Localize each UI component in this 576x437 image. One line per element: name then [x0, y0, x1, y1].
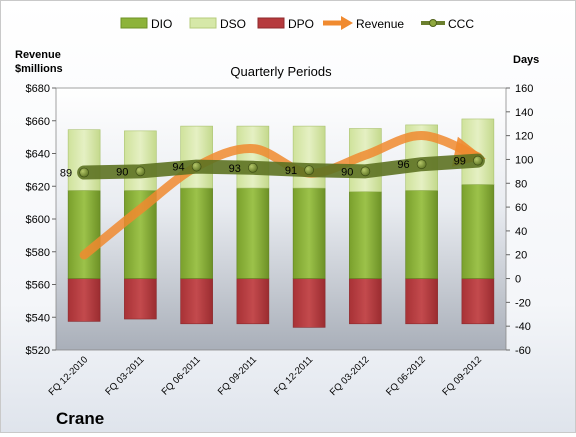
- dio-bar: [67, 190, 101, 279]
- left-tick-label: $580: [26, 247, 50, 259]
- dpo-bar: [67, 278, 101, 322]
- x-tick-label: FQ 09-2012: [440, 354, 484, 398]
- x-tick-label: FQ 12-2011: [272, 354, 315, 397]
- ccc-data-label: 94: [172, 162, 184, 174]
- right-axis: -60 -40 -20 0 20 40 60 80 100 120 140 160: [506, 83, 533, 357]
- x-tick-label: FQ 12-2010: [47, 354, 91, 398]
- left-tick-label: $680: [26, 83, 50, 95]
- right-tick-label: 80: [515, 178, 527, 190]
- x-tick-label: FQ 06-2011: [160, 354, 203, 397]
- dso-bar: [292, 125, 326, 189]
- ccc-point: [304, 165, 314, 176]
- x-tick-label: FQ 06-2012: [384, 354, 428, 398]
- chart-title: Quarterly Periods: [230, 64, 332, 79]
- legend-ccc-line-icon: [421, 19, 445, 27]
- ccc-data-label: 90: [341, 166, 353, 178]
- dso-bar: [67, 129, 101, 191]
- x-axis-labels: FQ 12-2010 FQ 03-2011 FQ 06-2011 FQ 09-2011…: [47, 354, 484, 398]
- legend-label-revenue: Revenue: [356, 17, 404, 31]
- right-tick-label: 140: [515, 107, 533, 119]
- ccc-point: [248, 162, 258, 173]
- left-axis: $520 $540 $560 $580 $600 $620 $640 $660 $680: [26, 83, 56, 357]
- left-axis-title-line1: Revenue: [15, 49, 61, 61]
- ccc-line: [77, 153, 485, 180]
- dpo-bar: [292, 278, 326, 328]
- left-tick-label: $640: [26, 149, 50, 161]
- ccc-data-label: 99: [454, 156, 466, 168]
- right-tick-label: 160: [515, 83, 533, 95]
- dso-bar: [236, 125, 270, 189]
- right-axis-title: Days: [513, 54, 539, 66]
- left-axis-title-line2: $millions: [15, 63, 63, 75]
- ccc-data-label: 89: [60, 168, 72, 180]
- x-tick-label: FQ 03-2012: [328, 354, 372, 398]
- right-tick-label: 120: [515, 131, 533, 143]
- right-tick-label: 40: [515, 226, 527, 238]
- ccc-data-label: 91: [285, 165, 297, 177]
- x-tick-label: FQ 09-2011: [216, 354, 259, 397]
- dso-bar: [124, 130, 157, 191]
- dpo-bar: [124, 278, 157, 320]
- dio-bar: [180, 187, 213, 279]
- ccc-point: [416, 159, 427, 170]
- dio-bar: [236, 187, 270, 279]
- dio-bar: [405, 190, 438, 279]
- right-tick-label: 60: [515, 202, 527, 214]
- legend-revenue-arrow-icon: [323, 16, 353, 30]
- legend-label-ccc: CCC: [448, 17, 474, 31]
- dio-bar: [461, 184, 495, 279]
- dio-bar: [292, 187, 326, 279]
- dpo-bar: [405, 278, 438, 325]
- left-tick-label: $660: [26, 116, 50, 128]
- ccc-point: [473, 155, 483, 166]
- ccc-point: [360, 166, 371, 177]
- ccc-data-label: 90: [116, 166, 128, 178]
- legend-label-dio: DIO: [151, 17, 172, 31]
- legend-label-dso: DSO: [220, 17, 246, 31]
- dio-bar: [349, 191, 382, 279]
- left-tick-label: $520: [26, 345, 50, 357]
- legend-swatch-dso: [189, 17, 217, 29]
- dpo-bar: [349, 278, 382, 325]
- right-tick-label: 20: [515, 250, 527, 262]
- legend-swatch-dpo: [257, 17, 285, 29]
- left-tick-label: $560: [26, 280, 50, 292]
- right-tick-label: 100: [515, 154, 533, 166]
- revenue-line: [79, 130, 483, 260]
- left-tick-label: $540: [26, 312, 50, 324]
- legend-label-dpo: DPO: [288, 17, 314, 31]
- left-tick-label: $600: [26, 214, 50, 226]
- x-tick-label: FQ 03-2011: [103, 354, 146, 397]
- dpo-bar: [180, 278, 213, 325]
- ccc-data-label: 96: [397, 159, 409, 171]
- ccc-data-label: 93: [229, 163, 241, 175]
- ccc-point: [79, 167, 89, 178]
- right-tick-label: 0: [515, 274, 521, 286]
- right-tick-label: -20: [515, 297, 531, 309]
- legend: DIO DSO DPO Revenue CCC: [120, 16, 474, 31]
- ccc-series: 89 90 94 93 91 90 96 99: [60, 153, 485, 180]
- ccc-point: [191, 161, 202, 172]
- left-tick-label: $620: [26, 181, 50, 193]
- dpo-bar: [461, 278, 495, 325]
- right-tick-label: -60: [515, 345, 531, 357]
- right-tick-label: -40: [515, 321, 531, 333]
- company-name: Crane: [56, 409, 104, 428]
- dpo-bar: [236, 278, 270, 325]
- legend-swatch-dio: [120, 17, 148, 29]
- ccc-point: [135, 166, 146, 177]
